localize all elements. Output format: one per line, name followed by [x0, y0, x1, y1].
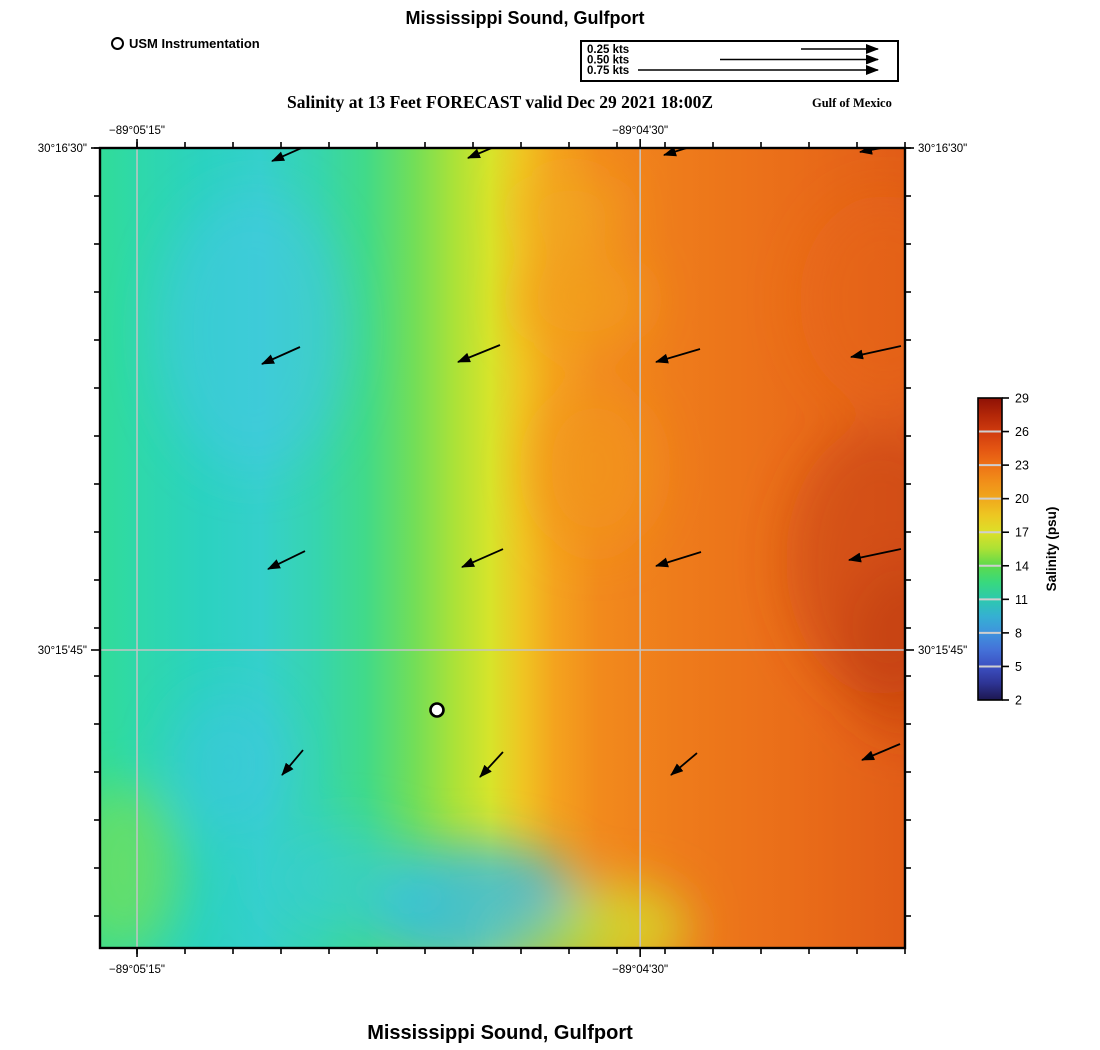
footer-title: Mississippi Sound, Gulfport: [367, 1022, 633, 1044]
salinity-blob: [515, 172, 626, 252]
current-vector-arrow: [457, 344, 501, 363]
current-vectors: [261, 148, 902, 778]
forecast-subtitle: Salinity at 13 Feet FORECAST valid Dec 2…: [287, 92, 713, 112]
velocity-legend-label: 0.25 kts: [587, 44, 629, 56]
salinity-blob: [499, 918, 610, 948]
latitude-label-left: 30°15'45": [38, 645, 87, 657]
salinity-blob: [845, 567, 905, 737]
colorbar-tick-label: 8: [1015, 626, 1022, 640]
colorbar-tick-label: 5: [1015, 660, 1022, 674]
longitude-label-bottom: −89°05'15": [109, 964, 165, 976]
usm-station-marker: [429, 702, 445, 718]
current-vector-arrow: [479, 751, 504, 778]
salinity-blob: [535, 388, 656, 548]
field-group: [100, 148, 905, 948]
colorbar-axis-label: Salinity (psu): [1044, 507, 1059, 592]
colorbar-tick-label: 26: [1015, 425, 1029, 439]
salinity-blob: [518, 250, 648, 350]
usm-instrumentation-legend: USM Instrumentation: [111, 36, 260, 51]
map-border: [98, 146, 907, 950]
colorbar-tick-label: 11: [1015, 593, 1028, 607]
salinity-blob: [168, 694, 289, 834]
latitude-label-right: 30°16'30": [918, 143, 967, 155]
current-vector-arrow: [655, 348, 701, 364]
salinity-blob: [264, 825, 435, 935]
colorbar-tick-label: 14: [1015, 559, 1029, 573]
longitude-label-top: −89°05'15": [109, 125, 165, 137]
longitude-label-bottom: −89°04'30": [612, 964, 668, 976]
current-vector-arrow: [850, 345, 902, 360]
current-vector-arrow: [859, 148, 887, 155]
velocity-legend-label: 0.75 kts: [587, 65, 629, 76]
colorbar-tick-label: 2: [1015, 694, 1022, 708]
latitude-label-left: 30°16'30": [38, 143, 87, 155]
colorbar-tick-label: 20: [1015, 492, 1029, 506]
longitude-label-top: −89°04'30": [612, 125, 668, 137]
colorbar-border: [977, 397, 1003, 701]
current-vector-arrow: [281, 749, 304, 776]
salinity-blob: [799, 195, 905, 405]
salinity-blob: [100, 783, 180, 948]
current-vector-arrow: [267, 550, 306, 570]
region-label: Gulf of Mexico: [812, 96, 892, 110]
colorbar-tick-label: 23: [1015, 459, 1029, 473]
current-vector-arrow: [847, 548, 902, 563]
current-vector-arrow: [670, 752, 698, 776]
colorbar: [978, 398, 1002, 700]
velocity-scale-legend: 0.25 kts 0.50 kts 0.75 kts: [580, 40, 899, 82]
velocity-legend-label: 0.50 kts: [587, 55, 629, 67]
usm-legend-label: USM Instrumentation: [129, 36, 260, 51]
axis-ticks: [94, 142, 911, 954]
current-vector-arrow: [461, 548, 504, 568]
page-title: Mississippi Sound, Gulfport: [405, 8, 645, 28]
salinity-blob: [157, 192, 348, 472]
current-vector-arrow: [467, 148, 495, 159]
colorbar-tick-label: 17: [1015, 526, 1029, 540]
colorbar-tick-label: 29: [1015, 392, 1029, 406]
current-vector-arrow: [655, 551, 702, 568]
field-blobs: [100, 172, 905, 948]
station-marker-icon: [111, 37, 124, 50]
current-vector-arrow: [861, 743, 901, 761]
current-vector-arrow: [261, 346, 301, 365]
latitude-label-right: 30°15'45": [918, 645, 967, 657]
